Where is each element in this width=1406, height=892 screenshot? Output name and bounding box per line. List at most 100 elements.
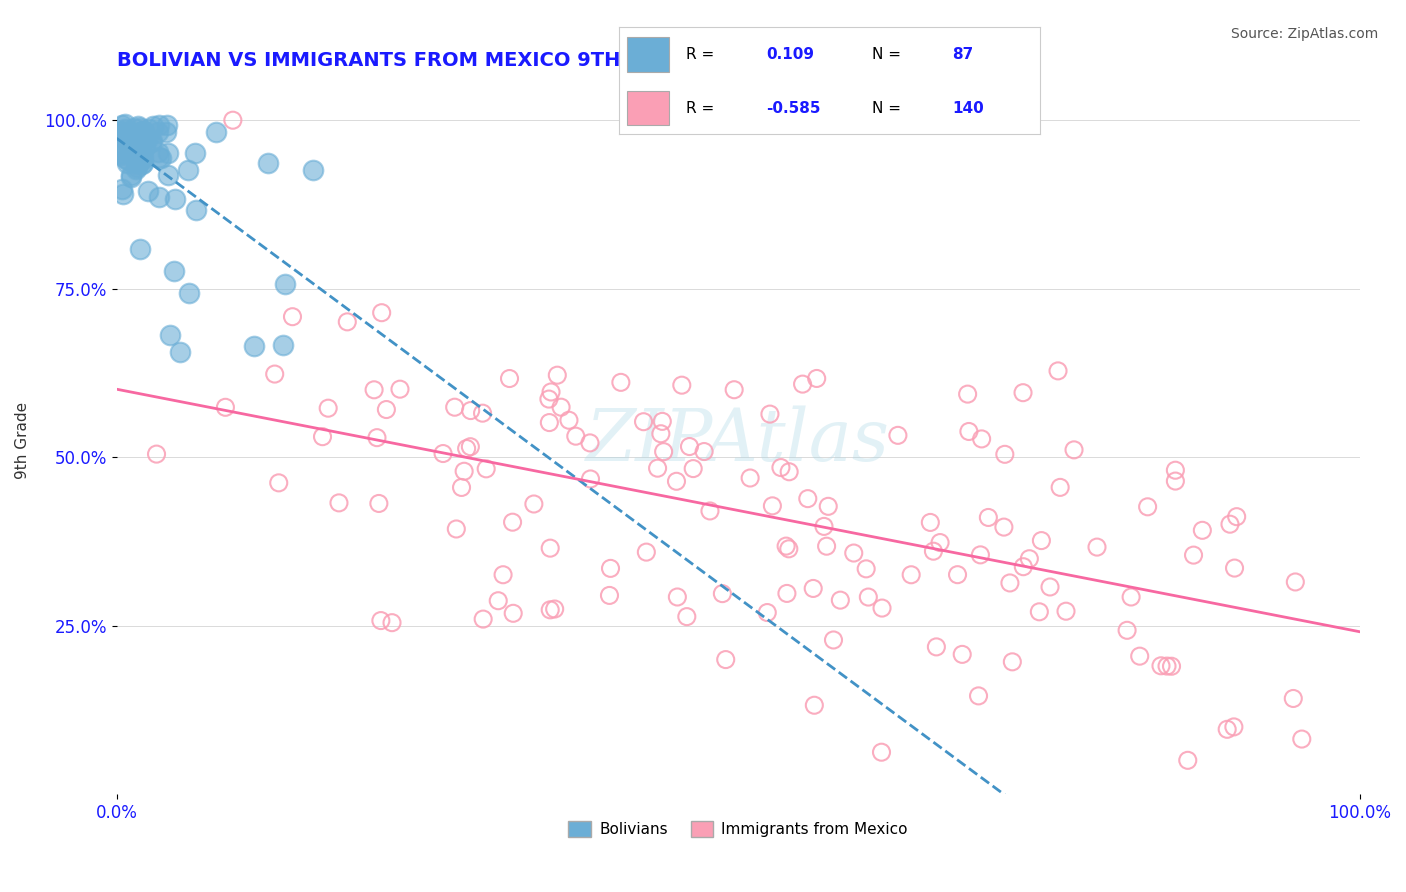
- Point: [803, 698, 825, 713]
- Point: [367, 496, 389, 510]
- Point: [311, 430, 333, 444]
- Point: [806, 371, 828, 385]
- Point: [125, 156, 148, 170]
- Point: [957, 425, 980, 439]
- Point: [148, 150, 170, 164]
- Point: [1085, 540, 1108, 554]
- Point: [169, 345, 191, 359]
- Point: [769, 460, 792, 475]
- Point: [1116, 624, 1139, 638]
- Point: [115, 153, 138, 167]
- Point: [994, 447, 1017, 461]
- Point: [967, 689, 990, 703]
- Point: [263, 367, 285, 381]
- Point: [666, 590, 689, 604]
- Point: [579, 472, 602, 486]
- Point: [111, 182, 134, 196]
- Point: [159, 328, 181, 343]
- Point: [699, 504, 721, 518]
- Point: [127, 119, 149, 133]
- Point: [453, 464, 475, 478]
- Point: [129, 120, 152, 135]
- Point: [136, 184, 159, 198]
- Text: R =: R =: [686, 101, 714, 116]
- Point: [131, 145, 153, 160]
- Point: [145, 447, 167, 461]
- Point: [132, 124, 155, 138]
- Point: [111, 124, 134, 138]
- Point: [328, 496, 350, 510]
- Point: [1047, 364, 1070, 378]
- Point: [598, 589, 620, 603]
- Point: [129, 242, 152, 256]
- Point: [131, 153, 153, 168]
- Point: [131, 157, 153, 171]
- Point: [125, 145, 148, 160]
- Point: [711, 587, 734, 601]
- Point: [149, 152, 172, 166]
- Point: [565, 429, 588, 443]
- Point: [267, 475, 290, 490]
- Point: [472, 612, 495, 626]
- Point: [381, 615, 404, 630]
- Point: [714, 652, 737, 666]
- Point: [460, 403, 482, 417]
- Point: [129, 132, 152, 146]
- Point: [1001, 655, 1024, 669]
- Point: [558, 413, 581, 427]
- Text: Source: ZipAtlas.com: Source: ZipAtlas.com: [1230, 27, 1378, 41]
- Point: [538, 603, 561, 617]
- Point: [492, 567, 515, 582]
- Point: [177, 285, 200, 300]
- Point: [922, 544, 945, 558]
- Point: [1216, 723, 1239, 737]
- Point: [1049, 480, 1071, 494]
- Point: [540, 384, 562, 399]
- Point: [120, 130, 142, 145]
- Point: [157, 169, 180, 183]
- Point: [723, 383, 745, 397]
- Point: [110, 147, 132, 161]
- Point: [759, 407, 782, 421]
- Point: [120, 140, 142, 154]
- Point: [115, 155, 138, 169]
- Point: [184, 146, 207, 161]
- Point: [271, 338, 294, 352]
- Point: [538, 541, 561, 556]
- Point: [115, 143, 138, 157]
- Point: [801, 582, 824, 596]
- Point: [128, 153, 150, 168]
- Point: [146, 145, 169, 160]
- Point: [122, 136, 145, 151]
- Point: [546, 368, 568, 383]
- Point: [817, 500, 839, 514]
- Point: [125, 128, 148, 143]
- Legend: Bolivians, Immigrants from Mexico: Bolivians, Immigrants from Mexico: [562, 814, 914, 843]
- Point: [302, 163, 325, 178]
- Point: [1223, 720, 1246, 734]
- Point: [257, 156, 280, 170]
- Point: [117, 126, 139, 140]
- Point: [776, 586, 799, 600]
- Point: [163, 192, 186, 206]
- Point: [633, 415, 655, 429]
- Point: [813, 519, 835, 533]
- Point: [184, 203, 207, 218]
- Point: [1012, 385, 1035, 400]
- Point: [456, 442, 478, 456]
- Point: [281, 310, 304, 324]
- Point: [114, 153, 136, 167]
- Point: [128, 132, 150, 146]
- Point: [652, 444, 675, 458]
- Point: [537, 392, 560, 406]
- Point: [134, 138, 156, 153]
- Point: [446, 522, 468, 536]
- Point: [950, 648, 973, 662]
- Point: [665, 475, 688, 489]
- Text: 0.109: 0.109: [766, 47, 814, 62]
- Point: [1136, 500, 1159, 514]
- Point: [139, 135, 162, 149]
- Point: [925, 640, 948, 654]
- Text: N =: N =: [872, 47, 901, 62]
- Point: [111, 186, 134, 201]
